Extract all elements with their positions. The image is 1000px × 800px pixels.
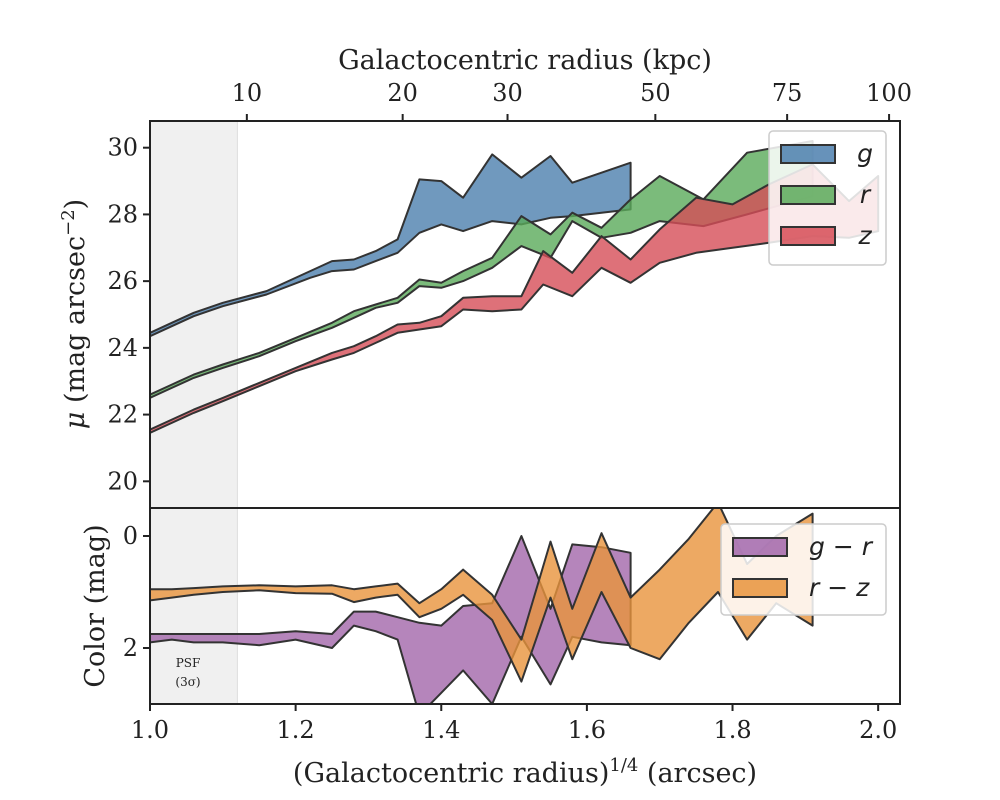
top-x-tick-label: 20 <box>387 79 418 107</box>
color-areas <box>150 508 814 704</box>
bottom-panel-axes: 0 2 1.0 1.2 1.4 1.6 1.8 2.0 <box>123 522 898 744</box>
surface-brightness-areas <box>150 140 880 434</box>
bottom-x-tick-label: 1.0 <box>131 716 169 744</box>
bottom-y-tick-label: 2 <box>123 634 138 662</box>
top-x-tick-label: 100 <box>866 79 912 107</box>
top-y-tick-label: 20 <box>107 467 138 495</box>
top-x-tick-label: 10 <box>232 79 263 107</box>
bottom-legend-swatch <box>732 578 788 598</box>
top-y-tick-label: 28 <box>107 200 138 228</box>
surface-brightness-panel: 20 22 24 26 28 30 10 20 30 50 75 100 grz <box>107 79 912 509</box>
bottom-x-tick-label: 1.8 <box>713 716 751 744</box>
top-y-tick-label: 26 <box>107 267 138 295</box>
top-y-tick-label: 22 <box>107 401 138 429</box>
bottom-y-axis-label: Color (mag) <box>80 524 111 687</box>
top-legend-label: r <box>860 180 872 209</box>
top-y-axis-label: μ (mag arcsec−2) <box>58 199 91 429</box>
top-legend-label: g <box>857 139 873 168</box>
bottom-legend-label: g − r <box>809 532 874 561</box>
top-x-axis-label: Galactocentric radius (kpc) <box>338 45 712 76</box>
top-legend-swatch <box>780 185 836 205</box>
top-x-tick-label: 75 <box>772 79 803 107</box>
bottom-x-tick-label: 1.2 <box>277 716 315 744</box>
bottom-legend: g − r r − z <box>720 523 887 616</box>
top-y-tick-label: 24 <box>107 334 138 362</box>
top-legend-label: z <box>857 221 872 250</box>
bottom-x-tick-label: 1.6 <box>568 716 606 744</box>
color-series-0-area <box>150 535 632 704</box>
psf-shaded-band-bottom <box>149 507 238 705</box>
color-series-1-area <box>150 508 814 683</box>
top-legend-swatch <box>780 144 836 164</box>
bottom-panel-frame <box>149 507 901 705</box>
top-panel-axes: 20 22 24 26 28 30 10 20 30 50 75 100 <box>107 79 912 495</box>
bottom-legend-label: r − z <box>809 573 870 602</box>
color-panel: 0 2 1.0 1.2 1.4 1.6 1.8 2.0 g − r r − z PSF (3σ) <box>123 507 901 744</box>
top-legend: grz <box>768 130 887 266</box>
mu-series-0-area <box>150 153 632 338</box>
top-x-tick-label: 30 <box>492 79 523 107</box>
top-legend-swatch <box>780 226 836 246</box>
psf-label: PSF <box>176 656 201 670</box>
bottom-x-axis-label: (Galactocentric radius)1/4 (arcsec) <box>293 755 757 789</box>
top-y-tick-label: 30 <box>107 134 138 162</box>
psf-sigma-label: (3σ) <box>175 675 200 689</box>
bottom-x-tick-label: 1.4 <box>422 716 460 744</box>
top-x-tick-label: 50 <box>640 79 671 107</box>
bottom-legend-swatch <box>732 537 788 557</box>
bottom-y-tick-label: 0 <box>123 522 138 550</box>
bottom-x-tick-label: 2.0 <box>859 716 897 744</box>
